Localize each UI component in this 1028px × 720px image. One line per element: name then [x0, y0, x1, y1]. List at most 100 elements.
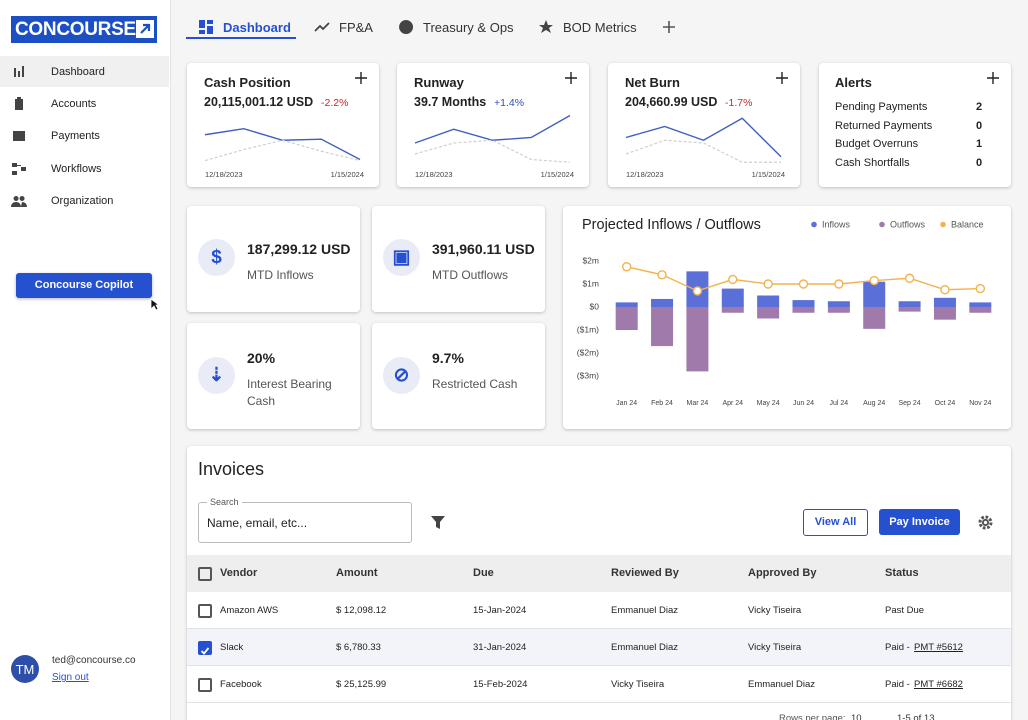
alerts-card: Alerts Pending Payments 2 Returned Payment…	[819, 63, 1011, 187]
column-header: Approved By	[748, 567, 817, 579]
copilot-button[interactable]: Concourse Copilot	[16, 273, 152, 298]
kpi-label: Interest Bearing Cash	[247, 377, 332, 408]
sidebar: CONCOURSE Dashboard Accounts Payments Workf…	[0, 0, 171, 720]
avatar[interactable]: TM	[11, 655, 39, 683]
add-tab[interactable]	[661, 19, 677, 35]
metric-title: Cash Position	[204, 75, 291, 90]
column-header: Reviewed By	[611, 567, 679, 579]
sign-out[interactable]: Sign out	[52, 672, 89, 683]
checkbox[interactable]	[198, 678, 212, 692]
kpi-icon: ▣	[383, 239, 420, 276]
tab-icon	[539, 20, 553, 33]
nav-icon-shape	[12, 162, 26, 175]
search-label: Search	[207, 497, 242, 507]
tab[interactable]: FP&A	[339, 20, 373, 35]
cell-reviewed: Vicky Tiseira	[611, 679, 665, 690]
drag-handle[interactable]	[355, 72, 367, 84]
nav-item[interactable]: Payments	[51, 130, 100, 143]
nav-icon	[12, 162, 26, 175]
nav-item[interactable]: Workflows	[51, 162, 102, 175]
metric-title: Runway	[414, 75, 464, 90]
nav-icon-shape	[13, 131, 25, 142]
user-email: ted@concourse.co	[52, 655, 136, 666]
rows-per-page[interactable]: 10	[851, 713, 862, 720]
kpi-label: MTD Outflows	[432, 268, 509, 282]
cell-amount: $ 12,098.12	[336, 605, 387, 616]
drag-handle[interactable]	[987, 72, 999, 84]
kpi-value: 20%	[247, 350, 276, 366]
metric-card: Runway 39.7 Months +1.4%	[397, 63, 589, 187]
nav-icon	[14, 66, 24, 77]
cell-vendor: Amazon AWS	[220, 605, 279, 616]
metric-change: +1.4%	[494, 97, 525, 109]
tab[interactable]: Dashboard	[223, 20, 291, 35]
alerts-title: Alerts	[835, 75, 872, 90]
logo-icon	[136, 20, 154, 38]
cell-amount: $ 25,125.99	[336, 679, 387, 690]
cell-approved: Vicky Tiseira	[748, 605, 802, 616]
alert-label: Budget Overruns	[835, 138, 919, 151]
projected-card	[563, 206, 1011, 429]
cell-reviewed: Emmanuel Diaz	[611, 605, 679, 616]
checkbox[interactable]	[198, 604, 212, 618]
copilot-label: Concourse Copilot	[34, 279, 134, 291]
drag-handle[interactable]	[565, 72, 577, 84]
cell-status: Paid -	[885, 642, 910, 653]
drag-shape	[565, 72, 577, 84]
page-range: 1-5 of 13	[897, 713, 935, 720]
metric-change: -1.7%	[725, 97, 753, 109]
cell-vendor: Facebook	[220, 679, 262, 690]
cell-status: Paid -	[885, 679, 910, 690]
cell-due: 15-Feb-2024	[473, 679, 528, 690]
payment-link[interactable]: PMT #5612	[914, 642, 963, 653]
checkbox[interactable]	[198, 567, 212, 581]
kpi-label: Restricted Cash	[432, 377, 518, 391]
kpi-icon: ⇣	[198, 357, 235, 394]
kpi-label: MTD Inflows	[247, 268, 314, 282]
nav-item[interactable]: Organization	[51, 194, 114, 207]
filter-icon[interactable]	[431, 516, 445, 529]
kpi-value: 9.7%	[432, 350, 464, 366]
kpi-tile: ⇣ 20% Interest Bearing Cash	[187, 323, 360, 429]
cell-amount: $ 6,780.33	[336, 642, 381, 653]
cell-reviewed: Emmanuel Diaz	[611, 642, 679, 653]
nav-icon	[11, 195, 27, 207]
alert-count: 2	[976, 101, 983, 113]
logo[interactable]: CONCOURSE	[11, 16, 157, 43]
column-header: Due	[473, 567, 494, 579]
alert-label: Cash Shortfalls	[835, 157, 910, 170]
kpi-value: 187,299.12 USD	[247, 241, 351, 257]
cell-approved: Emmanuel Diaz	[748, 679, 816, 690]
metric-value: 20,115,001.12 USD	[204, 95, 314, 109]
cell-approved: Vicky Tiseira	[748, 642, 802, 653]
tab-icon	[199, 20, 213, 34]
kpi-icon: $	[198, 239, 235, 276]
checkbox[interactable]	[198, 641, 212, 655]
kpi-tile: $187,299.12 USD MTD Inflows	[187, 206, 360, 312]
nav-icon-shape	[14, 66, 24, 77]
metric-title: Net Burn	[625, 75, 680, 90]
cell-due: 31-Jan-2024	[473, 642, 527, 653]
metric-change: -2.2%	[321, 97, 349, 109]
search-box[interactable]: Search Name, email, etc...	[198, 497, 412, 543]
drag-handle[interactable]	[776, 72, 788, 84]
nav-icon-shape	[15, 97, 23, 111]
tab-icon	[314, 22, 330, 32]
nav-item[interactable]: Dashboard	[51, 66, 105, 78]
nav-item[interactable]: Accounts	[51, 98, 97, 111]
cell-status: Past Due	[885, 605, 925, 616]
nav-icon	[13, 131, 25, 142]
tab-underline	[186, 37, 296, 39]
view-all-label: View All	[814, 516, 857, 528]
settings-icon[interactable]	[978, 515, 993, 530]
payment-link[interactable]: PMT #6682	[914, 679, 963, 690]
invoices-card: Invoices Search Name, email, etc... View…	[187, 446, 1011, 720]
alert-label: Returned Payments	[835, 119, 933, 132]
tab[interactable]: Treasury & Ops	[423, 20, 514, 35]
view-all-button[interactable]: View All	[803, 509, 868, 536]
tab[interactable]: BOD Metrics	[563, 20, 637, 35]
pay-label: Pay Invoice	[889, 516, 950, 528]
tab-icon-shape	[539, 20, 553, 33]
pay-button[interactable]: Pay Invoice	[879, 509, 960, 535]
